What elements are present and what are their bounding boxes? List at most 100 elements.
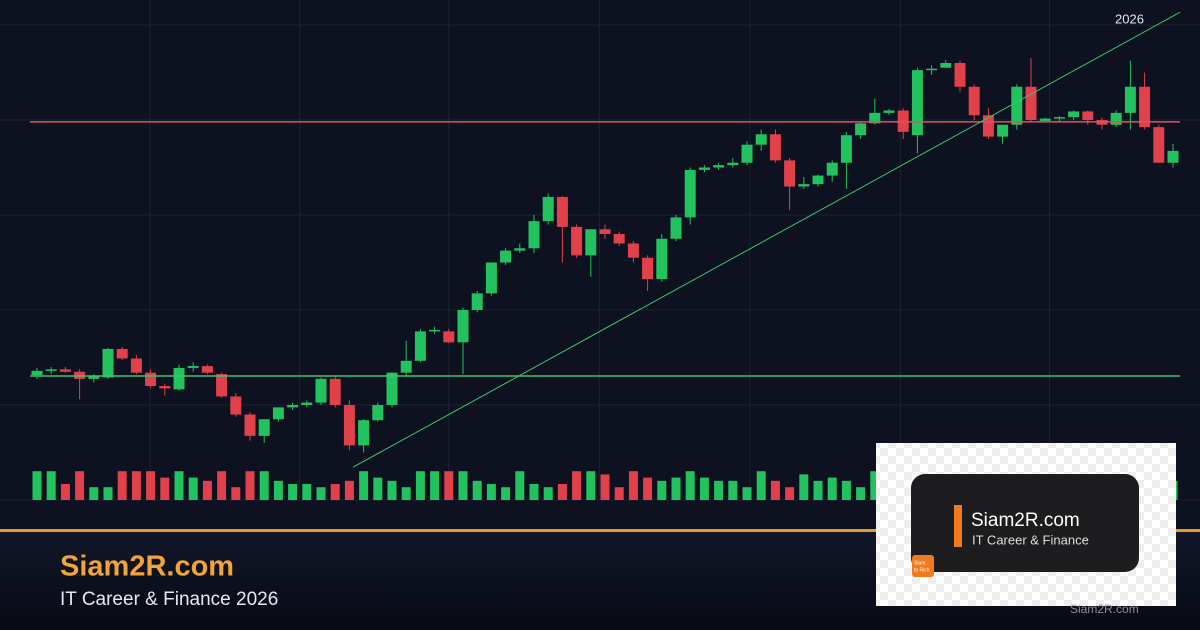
chart-label: 2026 (1115, 11, 1144, 26)
candle-body (343, 405, 355, 446)
volume-bar (359, 471, 369, 500)
candle-body (571, 226, 583, 256)
candle-body (826, 162, 838, 176)
volume-bar (117, 471, 127, 500)
candle-body (1053, 117, 1065, 119)
candle-body (556, 196, 568, 227)
logo-name: Siam2R.com (971, 510, 1080, 531)
candle-body (727, 162, 739, 166)
candle-body (997, 124, 1009, 137)
candle-body (244, 414, 256, 436)
volume-bar (841, 480, 851, 500)
volume-bar (131, 471, 141, 500)
candle-body (627, 243, 639, 258)
candle-body (1110, 112, 1122, 125)
candle-body (741, 144, 753, 163)
candle-body (329, 378, 341, 405)
candle-body (471, 293, 483, 310)
volume-bar (217, 471, 227, 500)
volume-bar (174, 471, 184, 500)
footer-subtitle: IT Career & Finance 2026 (60, 589, 278, 610)
volume-bar (259, 471, 269, 500)
candle-body (528, 221, 540, 249)
candle-body (869, 112, 881, 124)
candle-body (59, 369, 71, 372)
candle-body (1124, 86, 1136, 113)
candle-body (1139, 86, 1151, 128)
volume-bar (742, 487, 752, 500)
volume-bar (572, 471, 582, 500)
volume-bar (586, 471, 596, 500)
candle-body (911, 70, 923, 136)
candle-body (755, 134, 767, 145)
volume-bar (628, 471, 638, 500)
candle-body (173, 367, 185, 390)
volume-bar (870, 471, 880, 500)
volume-bar (643, 477, 653, 500)
volume-bar (387, 480, 397, 500)
volume-bar (344, 480, 354, 500)
candle-body (258, 419, 270, 436)
candle-body (542, 196, 554, 222)
trend-line (352, 11, 1181, 468)
volume-bar (288, 484, 298, 500)
volume-bar (827, 477, 837, 500)
candle-body (684, 169, 696, 218)
volume-bar (415, 471, 425, 500)
volume-bar (160, 477, 170, 500)
candle-body (982, 115, 994, 137)
volume-bar (188, 477, 198, 500)
candle-body (216, 374, 228, 397)
volume-bar (146, 471, 156, 500)
candle-body (713, 165, 725, 168)
candle-body (926, 68, 938, 71)
volume-bar (401, 487, 411, 500)
watermark: Siam2R.com (1070, 602, 1139, 616)
divider (0, 529, 1200, 532)
candle-body (301, 402, 313, 405)
volume-bar (671, 477, 681, 500)
candle-body (698, 167, 710, 170)
candle-body (1068, 111, 1080, 118)
candle-body (287, 405, 299, 408)
candle-body (500, 250, 512, 263)
candle-body (372, 405, 384, 421)
chart-bg (0, 0, 1200, 531)
candle-body (812, 175, 824, 185)
volume-bar (699, 477, 709, 500)
candle-body (429, 329, 441, 332)
candle-body (1039, 118, 1051, 121)
volume-bar (785, 487, 795, 500)
volume-bar (202, 480, 212, 500)
volume-bar (444, 471, 454, 500)
candle-body (656, 238, 668, 280)
logo-box (911, 474, 1139, 572)
volume-bar (75, 471, 85, 500)
volume-bar (813, 480, 823, 500)
volume-bar (273, 480, 283, 500)
candle-body (116, 348, 128, 359)
candle-body (88, 376, 100, 379)
candle-body (45, 369, 57, 371)
volume-bar (856, 487, 866, 500)
volume-bar (430, 471, 440, 500)
volume-bar (770, 480, 780, 500)
candle-body (840, 135, 852, 163)
volume-bar (103, 487, 113, 500)
candle-body (315, 378, 327, 403)
candle-body (386, 372, 398, 405)
candle-body (414, 331, 426, 361)
candle-body (613, 234, 625, 244)
volume-bar (458, 471, 468, 500)
volume-bar (245, 471, 255, 500)
volume-bar (302, 484, 312, 500)
candle-body (585, 229, 597, 256)
volume-bar (316, 487, 326, 500)
candle-body (443, 331, 455, 343)
volume-bar (231, 487, 241, 500)
candle-body (1082, 111, 1094, 120)
volume-bar (515, 471, 525, 500)
icon-text: to Rich (914, 567, 930, 573)
